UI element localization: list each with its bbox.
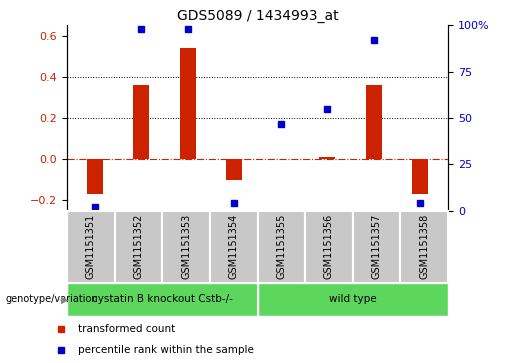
Bar (226, 159, 243, 180)
Text: GSM1151355: GSM1151355 (277, 213, 286, 279)
Bar (412, 159, 428, 194)
Text: GSM1151352: GSM1151352 (133, 213, 143, 279)
Bar (305, 211, 353, 283)
Text: GSM1151353: GSM1151353 (181, 213, 191, 279)
Bar (87, 159, 103, 194)
Bar (210, 211, 258, 283)
Bar (258, 211, 305, 283)
Bar (401, 211, 448, 283)
Title: GDS5089 / 1434993_at: GDS5089 / 1434993_at (177, 9, 338, 23)
Text: cystatin B knockout Cstb-/-: cystatin B knockout Cstb-/- (92, 294, 233, 305)
Text: GSM1151358: GSM1151358 (419, 213, 429, 279)
Bar (114, 211, 162, 283)
Text: ▶: ▶ (61, 294, 68, 305)
Bar (67, 211, 115, 283)
Bar (258, 283, 448, 316)
Bar (133, 85, 149, 159)
Bar (319, 157, 335, 159)
Text: percentile rank within the sample: percentile rank within the sample (78, 345, 254, 355)
Bar (353, 211, 401, 283)
Text: GSM1151354: GSM1151354 (229, 213, 238, 279)
Text: wild type: wild type (329, 294, 376, 305)
Text: GSM1151357: GSM1151357 (372, 213, 382, 279)
Text: GSM1151351: GSM1151351 (86, 213, 96, 279)
Bar (180, 48, 196, 159)
Bar (366, 85, 382, 159)
Bar (162, 211, 210, 283)
Text: genotype/variation: genotype/variation (5, 294, 98, 305)
Text: GSM1151356: GSM1151356 (324, 213, 334, 279)
Text: transformed count: transformed count (78, 324, 176, 334)
Bar (67, 283, 258, 316)
